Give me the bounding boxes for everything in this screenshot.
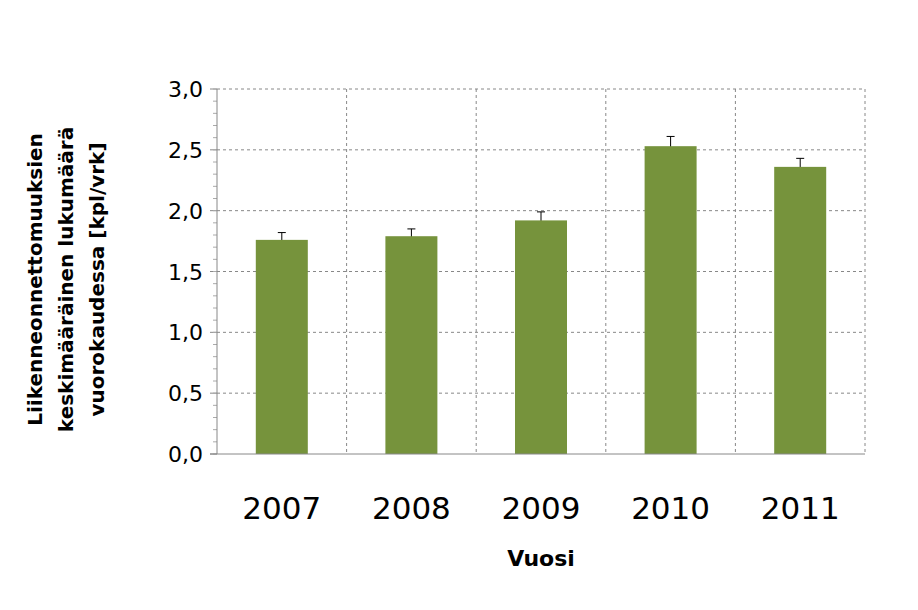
bar	[774, 167, 826, 454]
grid-line	[217, 89, 865, 90]
tick-label: 0,0	[168, 442, 203, 467]
grid-line-vertical	[476, 89, 477, 454]
grid-line-vertical	[865, 89, 866, 454]
y-axis	[217, 89, 218, 454]
tick-label: 0,5	[168, 381, 203, 406]
minor-tick	[213, 125, 217, 126]
category-label: 2009	[502, 490, 581, 526]
y-axis-label: Liikenneonnettomuuksien	[23, 133, 47, 426]
chart: 0,0 0,5 1,0 1,5 2,0 2,5 3,0 2007 2008 2009 2010 201…	[0, 0, 918, 610]
minor-tick	[213, 405, 217, 406]
minor-tick	[213, 174, 217, 175]
category-label: 2011	[761, 490, 840, 526]
minor-tick	[213, 149, 217, 150]
minor-tick	[213, 235, 217, 236]
minor-tick	[213, 441, 217, 442]
tick-label: 2,0	[168, 199, 203, 224]
minor-tick	[213, 247, 217, 248]
x-axis-label: Vuosi	[507, 546, 575, 571]
error-cap	[278, 232, 286, 233]
grid-line-vertical	[735, 89, 736, 454]
minor-tick	[213, 344, 217, 345]
error-cap	[407, 228, 415, 229]
minor-tick	[213, 332, 217, 333]
minor-tick	[213, 417, 217, 418]
tick-label: 2,5	[168, 138, 203, 163]
minor-tick	[213, 295, 217, 296]
tick-mark	[210, 210, 217, 211]
grid-line	[217, 210, 865, 211]
tick-label: 1,0	[168, 320, 203, 345]
minor-tick	[213, 381, 217, 382]
tick-mark	[210, 393, 217, 394]
minor-tick	[213, 271, 217, 272]
minor-tick	[213, 308, 217, 309]
error-cap	[796, 158, 804, 159]
minor-tick	[213, 259, 217, 260]
minor-tick	[213, 162, 217, 163]
minor-tick	[213, 198, 217, 199]
bar	[645, 146, 697, 454]
minor-tick	[213, 113, 217, 114]
minor-tick	[213, 429, 217, 430]
error-cap	[667, 136, 675, 137]
x-axis	[210, 454, 865, 455]
grid-line-vertical	[346, 89, 347, 454]
minor-tick	[213, 393, 217, 394]
minor-tick	[213, 283, 217, 284]
tick-mark	[210, 149, 217, 150]
bar	[256, 240, 308, 454]
tick-mark	[210, 89, 217, 90]
y-axis-label: keskimääräinen lukumäärä	[54, 127, 78, 432]
minor-tick	[213, 89, 217, 90]
minor-tick	[213, 368, 217, 369]
minor-tick	[213, 101, 217, 102]
category-label: 2010	[631, 490, 710, 526]
tick-mark	[210, 332, 217, 333]
grid-line-vertical	[605, 89, 606, 454]
bar	[515, 220, 567, 454]
error-cap	[537, 211, 545, 212]
y-axis-label: vuorokaudessa [kpl/vrk]	[85, 142, 109, 416]
tick-label: 3,0	[168, 77, 203, 102]
tick-label: 1,5	[168, 260, 203, 285]
minor-tick	[213, 210, 217, 211]
minor-tick	[213, 356, 217, 357]
category-label: 2007	[242, 490, 321, 526]
minor-tick	[213, 186, 217, 187]
minor-tick	[213, 222, 217, 223]
grid-line	[217, 149, 865, 150]
minor-tick	[213, 137, 217, 138]
minor-tick	[213, 320, 217, 321]
bar	[385, 236, 437, 454]
tick-mark	[210, 271, 217, 272]
category-label: 2008	[372, 490, 451, 526]
